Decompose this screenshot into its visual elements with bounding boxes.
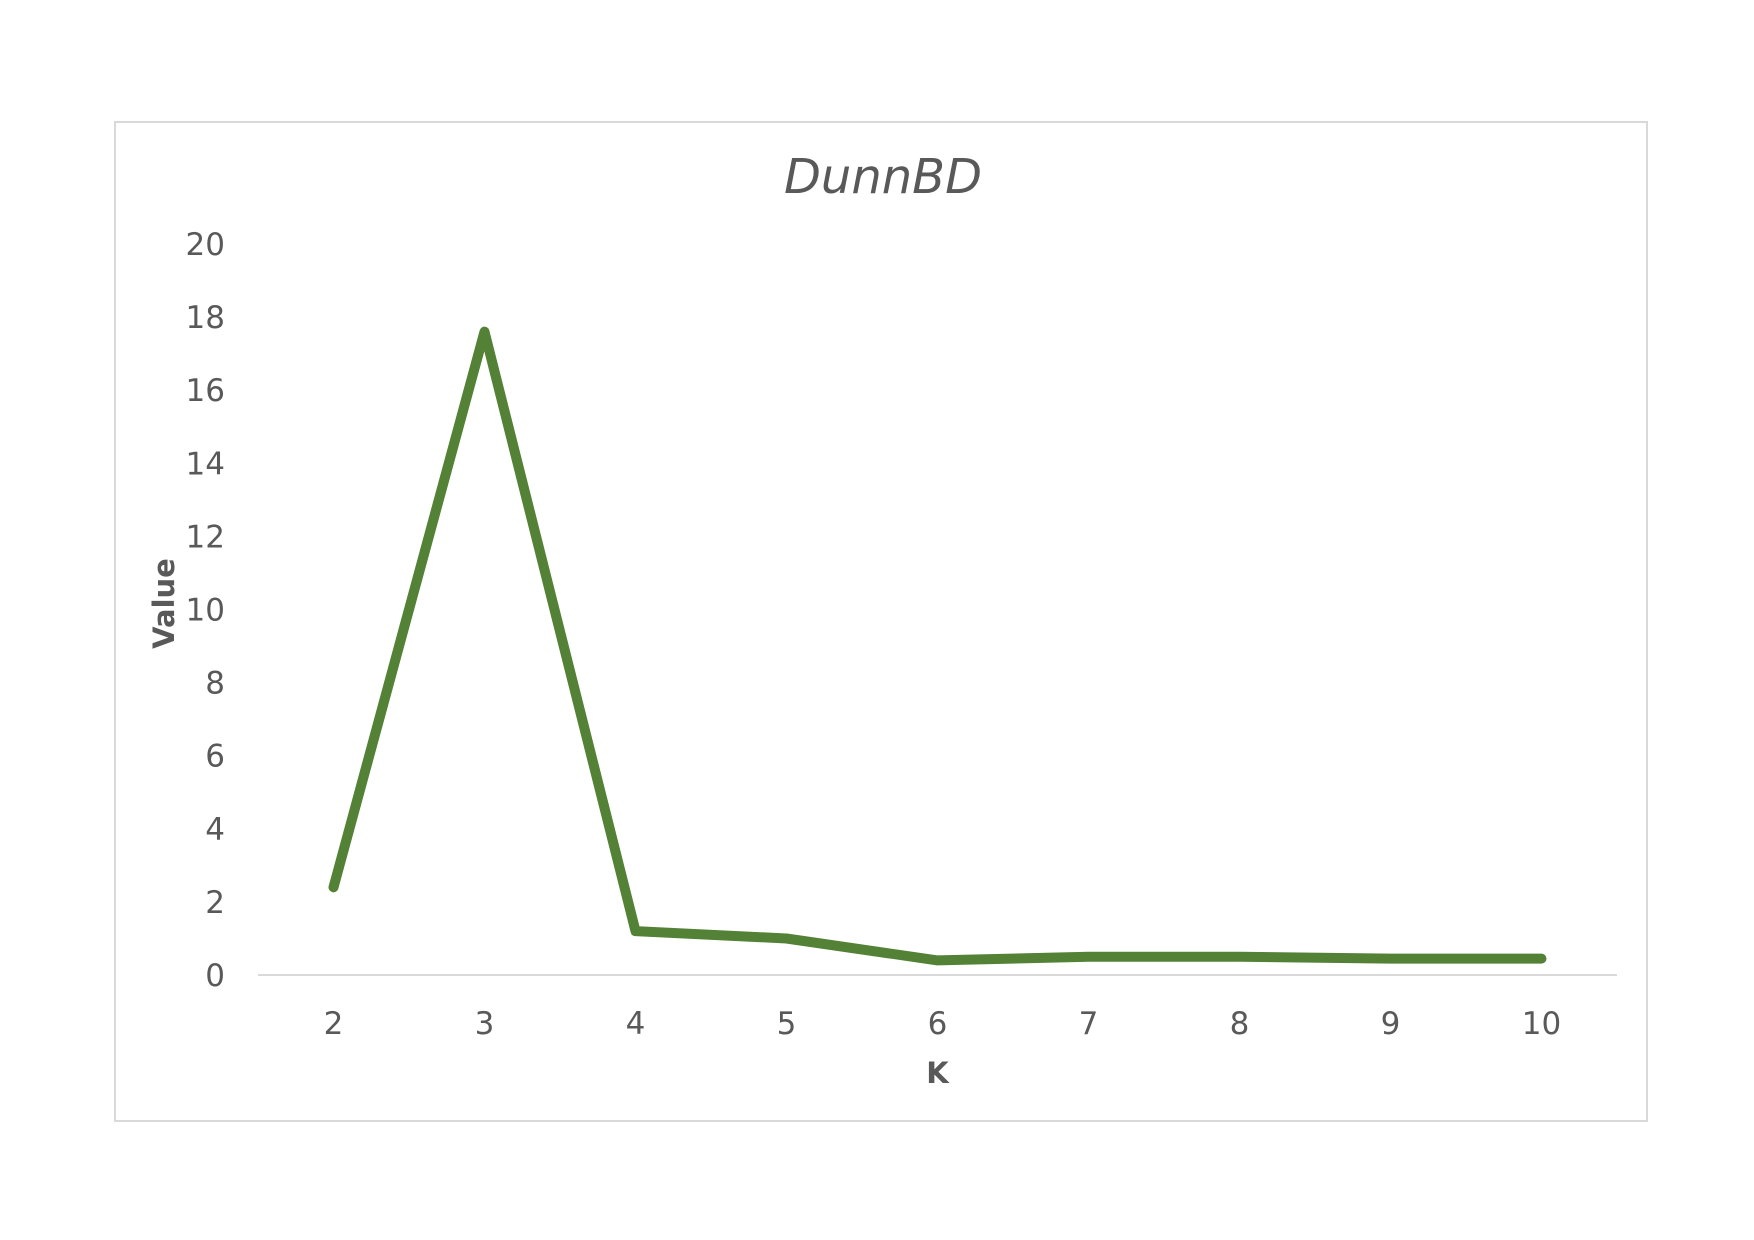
y-tick-label: 18 <box>186 300 225 336</box>
x-tick-label: 4 <box>626 1006 646 1042</box>
x-axis-title: K <box>926 1056 950 1090</box>
y-tick-label: 16 <box>186 373 225 409</box>
y-axis-title: Value <box>147 558 181 649</box>
y-tick-label: 6 <box>205 739 225 775</box>
y-tick-label: 4 <box>205 812 225 848</box>
x-tick-label: 5 <box>777 1006 797 1042</box>
x-tick-label: 2 <box>324 1006 344 1042</box>
x-tick-label: 6 <box>928 1006 948 1042</box>
x-tick-label: 8 <box>1230 1006 1250 1042</box>
y-axis-ticks: 0 2 4 6 8 10 12 14 16 18 20 <box>186 227 225 994</box>
y-tick-label: 10 <box>186 593 225 629</box>
series-line <box>328 326 1547 966</box>
x-tick-label: 7 <box>1079 1006 1099 1042</box>
x-tick-label: 10 <box>1522 1006 1561 1042</box>
y-tick-label: 20 <box>186 227 225 263</box>
series-group <box>328 326 1547 966</box>
y-tick-label: 2 <box>205 885 225 921</box>
y-tick-label: 14 <box>186 446 225 482</box>
y-tick-label: 8 <box>205 666 225 702</box>
x-tick-label: 9 <box>1381 1006 1401 1042</box>
x-axis-ticks: 2 3 4 5 6 7 8 9 10 <box>324 1006 1562 1042</box>
y-tick-label: 12 <box>186 519 225 555</box>
x-tick-label: 3 <box>475 1006 495 1042</box>
chart-title: DunnBD <box>784 149 982 205</box>
y-tick-label: 0 <box>205 958 225 994</box>
